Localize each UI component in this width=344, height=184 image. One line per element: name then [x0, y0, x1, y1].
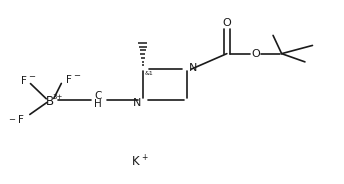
Text: N: N	[133, 98, 142, 108]
Text: −: −	[9, 115, 15, 124]
Text: F: F	[21, 76, 27, 86]
Text: C: C	[95, 91, 102, 101]
Text: +: +	[141, 153, 148, 162]
Text: N: N	[189, 63, 197, 73]
Text: F: F	[18, 115, 24, 125]
Text: F: F	[66, 75, 72, 85]
Text: K: K	[132, 155, 140, 168]
Text: O: O	[223, 18, 231, 28]
Text: B: B	[46, 95, 54, 108]
Text: −: −	[74, 71, 80, 80]
Text: −: −	[28, 72, 35, 81]
Text: &1: &1	[144, 71, 153, 76]
Text: O: O	[251, 49, 260, 59]
Text: 3+: 3+	[53, 94, 63, 100]
Text: H: H	[95, 98, 102, 109]
